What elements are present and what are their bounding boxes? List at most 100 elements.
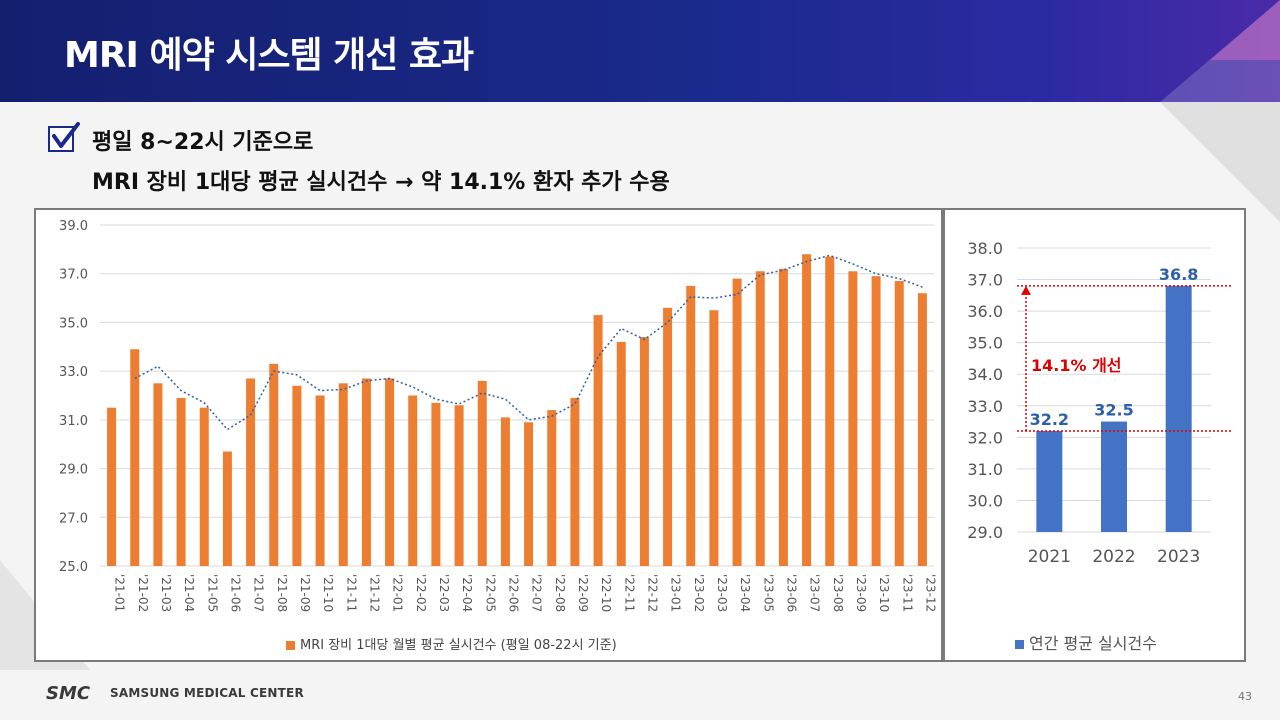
x-tick-label: '23-03 xyxy=(715,574,729,612)
bar xyxy=(1036,431,1063,532)
bar xyxy=(315,395,325,566)
improvement-annotation: 14.1% 개선 xyxy=(1031,356,1122,375)
improvement-arrow-head xyxy=(1021,285,1031,295)
y-tick-label: 39.0 xyxy=(59,219,88,234)
bar xyxy=(477,380,487,566)
y-tick-label: 25.0 xyxy=(59,560,88,575)
bar xyxy=(153,383,163,566)
x-tick-label: '22-07 xyxy=(530,574,544,612)
x-tick-label: '21-02 xyxy=(136,574,150,612)
bar xyxy=(500,417,510,566)
header-banner: MRI 예약 시스템 개선 효과 xyxy=(0,0,1280,102)
bar xyxy=(917,293,927,566)
bar xyxy=(871,276,881,566)
x-tick-label: '23-01 xyxy=(669,574,683,612)
bar xyxy=(1101,421,1127,532)
x-tick-label: '21-05 xyxy=(205,574,219,612)
y-tick-label: 29.0 xyxy=(59,463,88,478)
y-tick-label: 30.0 xyxy=(967,491,1003,510)
x-tick-label: '22-09 xyxy=(576,574,590,612)
x-tick-label: '21-07 xyxy=(252,574,266,612)
checkbox-icon xyxy=(48,122,80,152)
subtitle-line1: 평일 8~22시 기준으로 xyxy=(92,130,314,155)
x-tick-label: '22-12 xyxy=(645,574,659,612)
y-tick-label: 27.0 xyxy=(59,511,88,526)
x-tick-label: '21-04 xyxy=(182,574,196,612)
x-tick-label: '22-03 xyxy=(437,574,451,612)
bar xyxy=(616,341,626,566)
x-tick-label: '22-11 xyxy=(622,574,636,612)
legend-label: MRI 장비 1대당 월별 평균 실시건수 (평일 08-22시 기준) xyxy=(300,638,617,653)
bar xyxy=(848,271,858,566)
annual-chart: 29.0 30.0 31.0 32.0 33.0 34.0 35.0 36.0 37.0 38.0… xyxy=(967,239,1233,567)
bar xyxy=(454,405,464,566)
page-number: 43 xyxy=(1238,690,1252,703)
legend-swatch-icon xyxy=(286,641,295,650)
x-tick-label: '23-04 xyxy=(738,574,752,612)
x-tick-label: '22-01 xyxy=(391,574,405,612)
x-tick-label: '22-05 xyxy=(483,574,497,612)
bar xyxy=(524,422,534,566)
y-tick-label: 35.0 xyxy=(59,316,88,331)
x-tick-label: '23-10 xyxy=(877,574,891,612)
bar xyxy=(408,395,418,566)
x-tick-label: 2021 xyxy=(1028,547,1071,567)
bar xyxy=(1165,285,1192,532)
x-tick-label: '22-02 xyxy=(414,574,428,612)
y-tick-label: 34.0 xyxy=(967,365,1003,384)
annual-chart-panel: 29.0 30.0 31.0 32.0 33.0 34.0 35.0 36.0 37.0 38.0… xyxy=(943,208,1246,662)
monthly-chart-legend: MRI 장비 1대당 월별 평균 실시건수 (평일 08-22시 기준) xyxy=(286,634,617,653)
y-tick-label: 35.0 xyxy=(967,334,1003,353)
y-tick-label: 33.0 xyxy=(59,365,88,380)
x-tick-label: '23-12 xyxy=(923,574,937,612)
bar xyxy=(385,378,395,566)
header-decoration xyxy=(1160,0,1280,102)
data-label: 36.8 xyxy=(1159,265,1198,284)
bar xyxy=(130,349,140,566)
monthly-chart: 25.0 27.0 29.0 31.0 33.0 35.0 37.0 39.0 '21-01 '2… xyxy=(59,219,937,612)
x-tick-label: '23-07 xyxy=(808,574,822,612)
bar xyxy=(755,271,765,566)
subtitle-line2: MRI 장비 1대당 평균 실시건수 → 약 14.1% 환자 추가 수용 xyxy=(92,170,670,195)
bar xyxy=(199,407,209,566)
x-tick-label: '23-02 xyxy=(692,574,706,612)
y-tick-label: 29.0 xyxy=(967,523,1003,542)
y-tick-label: 37.0 xyxy=(59,268,88,283)
bar xyxy=(246,378,256,566)
x-tick-label: '21-11 xyxy=(344,574,358,612)
bar xyxy=(825,256,835,566)
page-title: MRI 예약 시스템 개선 효과 xyxy=(64,35,474,76)
bar xyxy=(176,397,186,566)
data-label: 32.2 xyxy=(1030,410,1069,429)
x-tick-label: '23-05 xyxy=(761,574,775,612)
background-decoration-right xyxy=(1160,102,1280,222)
x-tick-label: '21-12 xyxy=(367,574,381,612)
bar xyxy=(292,385,302,566)
bar xyxy=(222,451,232,566)
trend-line xyxy=(134,254,923,431)
y-tick-label: 37.0 xyxy=(967,271,1003,290)
x-tick-label: '21-10 xyxy=(321,574,335,612)
data-label: 32.5 xyxy=(1094,401,1133,420)
y-tick-label: 38.0 xyxy=(967,239,1003,258)
x-tick-label: '23-09 xyxy=(854,574,868,612)
y-tick-label: 33.0 xyxy=(967,397,1003,416)
y-tick-label: 31.0 xyxy=(967,460,1003,479)
bar xyxy=(778,268,788,566)
x-tick-label: '23-06 xyxy=(784,574,798,612)
x-tick-label: '21-01 xyxy=(113,574,127,612)
bar xyxy=(663,307,673,566)
legend-swatch-icon xyxy=(1015,640,1024,649)
bar xyxy=(269,363,279,566)
smc-logo: SMC xyxy=(46,683,91,704)
bar xyxy=(709,310,719,566)
x-tick-label: '22-10 xyxy=(599,574,613,612)
y-tick-label: 36.0 xyxy=(967,302,1003,321)
bar xyxy=(639,337,649,566)
x-tick-label: '21-09 xyxy=(298,574,312,612)
x-tick-label: '21-06 xyxy=(228,574,242,612)
x-tick-label: '21-03 xyxy=(159,574,173,612)
x-tick-label: 2022 xyxy=(1092,547,1135,567)
footer-org-name: SAMSUNG MEDICAL CENTER xyxy=(110,686,304,700)
x-tick-label: '23-11 xyxy=(900,574,914,612)
